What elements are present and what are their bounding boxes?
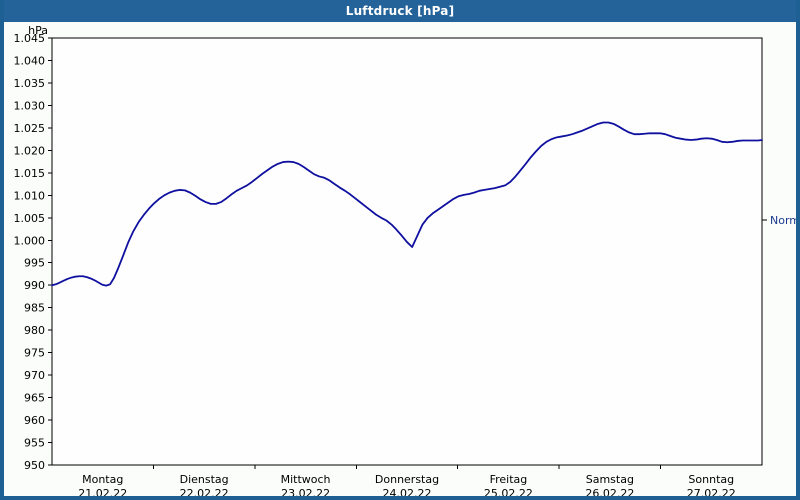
y-axis-unit-label: hPa (28, 24, 48, 37)
y-tick-label: 965 (24, 392, 45, 405)
normal-annotation: Normal (762, 214, 800, 227)
y-tick-label: 1.010 (14, 189, 46, 202)
chart-plot-area: 1.045 1.040 1.035 1.030 1.025 1.020 1.015 1.010… (4, 22, 800, 500)
pressure-series-line (51, 121, 763, 287)
y-axis-ticks: 1.045 1.040 1.035 1.030 1.025 1.020 1.015 1.010… (14, 32, 52, 472)
y-tick-label: 990 (24, 279, 45, 292)
x-tick-day-label: Montag (82, 473, 123, 486)
x-tick-day-label: Freitag (490, 473, 528, 486)
x-tick-date-label: 24.02.22 (383, 487, 432, 500)
x-tick-day-label: Sonntag (688, 473, 734, 486)
x-tick-date-label: 25.02.22 (484, 487, 533, 500)
x-tick-day-label: Samstag (586, 473, 634, 486)
y-tick-label: 975 (24, 347, 45, 360)
y-tick-label: 985 (24, 302, 45, 315)
x-tick-day-label: Donnerstag (375, 473, 439, 486)
x-tick-date-label: 26.02.22 (585, 487, 634, 500)
y-tick-label: 970 (24, 369, 45, 382)
normal-label: Normal (770, 214, 800, 227)
y-tick-label: 1.035 (14, 77, 46, 90)
pressure-line-chart: 1.045 1.040 1.035 1.030 1.025 1.020 1.015 1.010… (14, 24, 800, 500)
x-tick-day-label: Mittwoch (281, 473, 331, 486)
y-tick-label: 980 (24, 324, 45, 337)
x-tick-date-label: 23.02.22 (281, 487, 330, 500)
y-tick-label: 1.000 (14, 234, 46, 247)
y-tick-label: 1.040 (14, 54, 46, 67)
y-tick-label: 1.005 (14, 212, 46, 225)
y-tick-label: 1.025 (14, 122, 46, 135)
y-tick-label: 960 (24, 414, 45, 427)
x-tick-day-label: Dienstag (180, 473, 229, 486)
x-tick-date-label: 27.02.22 (687, 487, 736, 500)
x-tick-date-label: 22.02.22 (180, 487, 229, 500)
x-tick-date-label: 21.02.22 (78, 487, 127, 500)
y-tick-label: 955 (24, 437, 45, 450)
y-tick-label: 1.045 (14, 32, 46, 45)
y-tick-label: 950 (24, 459, 45, 472)
chart-title: Luftdruck [hPa] (345, 4, 455, 18)
window-titlebar: Luftdruck [hPa] (4, 0, 796, 22)
plot-frame (51, 37, 763, 466)
y-tick-label: 995 (24, 257, 45, 270)
y-tick-label: 1.015 (14, 167, 46, 180)
y-tick-label: 1.030 (14, 99, 46, 112)
y-tick-label: 1.020 (14, 144, 46, 157)
